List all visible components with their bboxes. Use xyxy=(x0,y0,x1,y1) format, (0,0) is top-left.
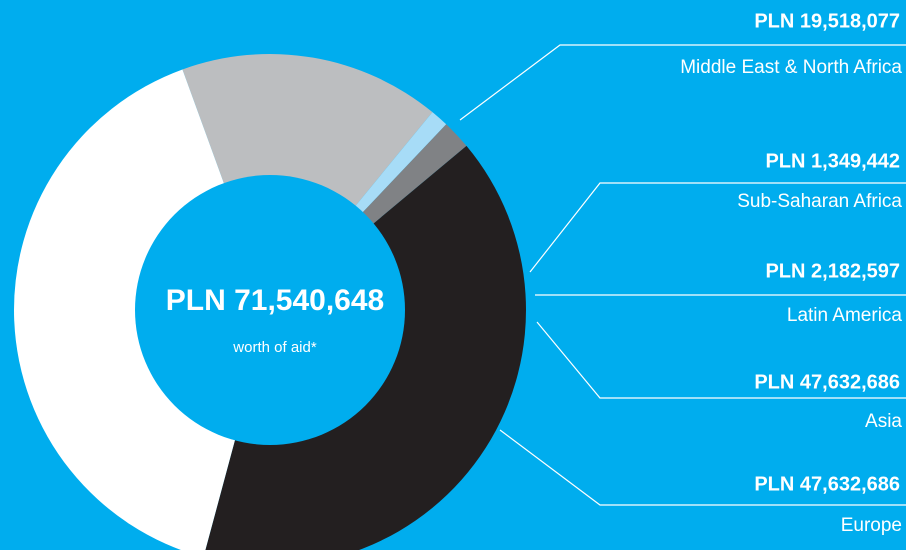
value-label: PLN 2,182,597 xyxy=(765,260,900,282)
category-label: Middle East & North Africa xyxy=(680,57,902,78)
center-label: PLN 71,540,648 xyxy=(166,284,384,317)
category-label: Asia xyxy=(865,411,902,432)
leader-line xyxy=(459,44,906,121)
category-label: Europe xyxy=(841,515,902,536)
leader-line xyxy=(499,429,906,506)
leader-line xyxy=(529,182,906,273)
value-label: PLN 47,632,686 xyxy=(754,473,900,495)
labels: PLN 19,518,077 Middle East & North Africa… xyxy=(680,10,902,536)
category-label: Sub-Saharan Africa xyxy=(737,191,902,212)
category-label: Latin America xyxy=(787,305,903,326)
value-label: PLN 19,518,077 xyxy=(754,10,900,32)
value-label: PLN 1,349,442 xyxy=(765,150,900,172)
value-label: PLN 47,632,686 xyxy=(754,371,900,393)
center-sublabel: worth of aid* xyxy=(232,339,317,356)
donut-hole xyxy=(135,175,405,445)
leader-line xyxy=(536,321,906,399)
